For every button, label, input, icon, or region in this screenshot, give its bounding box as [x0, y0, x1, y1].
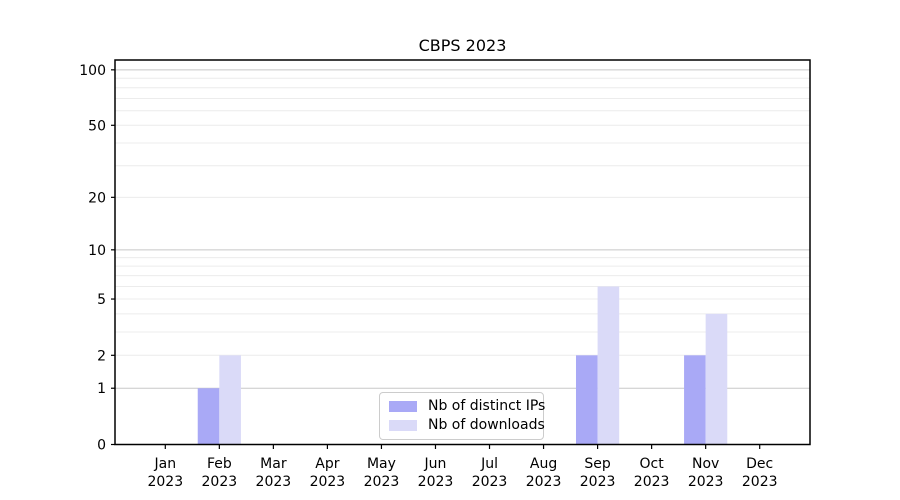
- x-tick-label-year: 2023: [310, 474, 346, 490]
- legend-swatch-distinct-ips: [389, 401, 417, 412]
- y-tick-label: 5: [97, 292, 106, 308]
- x-tick-label-year: 2023: [418, 474, 454, 490]
- bar-distinct-ips-sep: [575, 355, 598, 445]
- y-tick-label: 0: [97, 438, 106, 454]
- legend-item-downloads: Nb of downloads: [389, 417, 545, 434]
- x-tick-label-year: 2023: [688, 474, 724, 490]
- bar-distinct-ips-feb: [197, 388, 220, 445]
- plot-frame: [114, 59, 811, 446]
- bar-distinct-ips-nov: [684, 355, 706, 445]
- y-tick-label: 20: [88, 190, 106, 206]
- legend-label-distinct-ips: Nb of distinct IPs: [428, 398, 546, 414]
- x-tick-label-year: 2023: [526, 474, 562, 490]
- x-tick-label-month: Jan: [154, 456, 177, 472]
- x-tick-label-year: 2023: [202, 474, 238, 490]
- chart-title: CBPS 2023: [418, 36, 507, 55]
- x-tick-label-month: Dec: [746, 456, 773, 472]
- bar-downloads-sep: [597, 286, 620, 445]
- y-tick-label: 1: [97, 381, 106, 397]
- y-tick-label: 50: [88, 118, 106, 134]
- x-tick-label-month: Sep: [584, 456, 611, 472]
- y-tick-label: 100: [79, 63, 106, 79]
- x-tick-label-year: 2023: [580, 474, 616, 490]
- y-tick-label: 10: [88, 243, 106, 259]
- legend-swatch-downloads: [389, 420, 417, 431]
- x-tick-label-month: Oct: [640, 456, 665, 472]
- x-tick-label-month: Feb: [207, 456, 232, 472]
- bar-downloads-nov: [705, 313, 728, 445]
- y-tick-label: 2: [97, 348, 106, 364]
- x-tick-label-month: Apr: [315, 456, 339, 472]
- x-tick-label-year: 2023: [256, 474, 292, 490]
- x-tick-label-year: 2023: [147, 474, 183, 490]
- x-tick-label-month: Mar: [260, 456, 287, 472]
- legend-label-downloads: Nb of downloads: [428, 417, 545, 433]
- x-tick-label-month: Jul: [480, 456, 498, 472]
- x-tick-label-month: Jun: [424, 456, 447, 472]
- chart-legend: Nb of distinct IPs Nb of downloads: [379, 392, 545, 440]
- x-tick-label-month: May: [367, 456, 396, 472]
- x-tick-label-month: Aug: [530, 456, 557, 472]
- legend-item-distinct-ips: Nb of distinct IPs: [389, 398, 545, 415]
- x-tick-label-year: 2023: [634, 474, 670, 490]
- bar-downloads-feb: [219, 355, 241, 445]
- x-tick-label-year: 2023: [472, 474, 508, 490]
- x-tick-label-year: 2023: [742, 474, 778, 490]
- x-tick-label-year: 2023: [364, 474, 400, 490]
- x-tick-label-month: Nov: [692, 456, 719, 472]
